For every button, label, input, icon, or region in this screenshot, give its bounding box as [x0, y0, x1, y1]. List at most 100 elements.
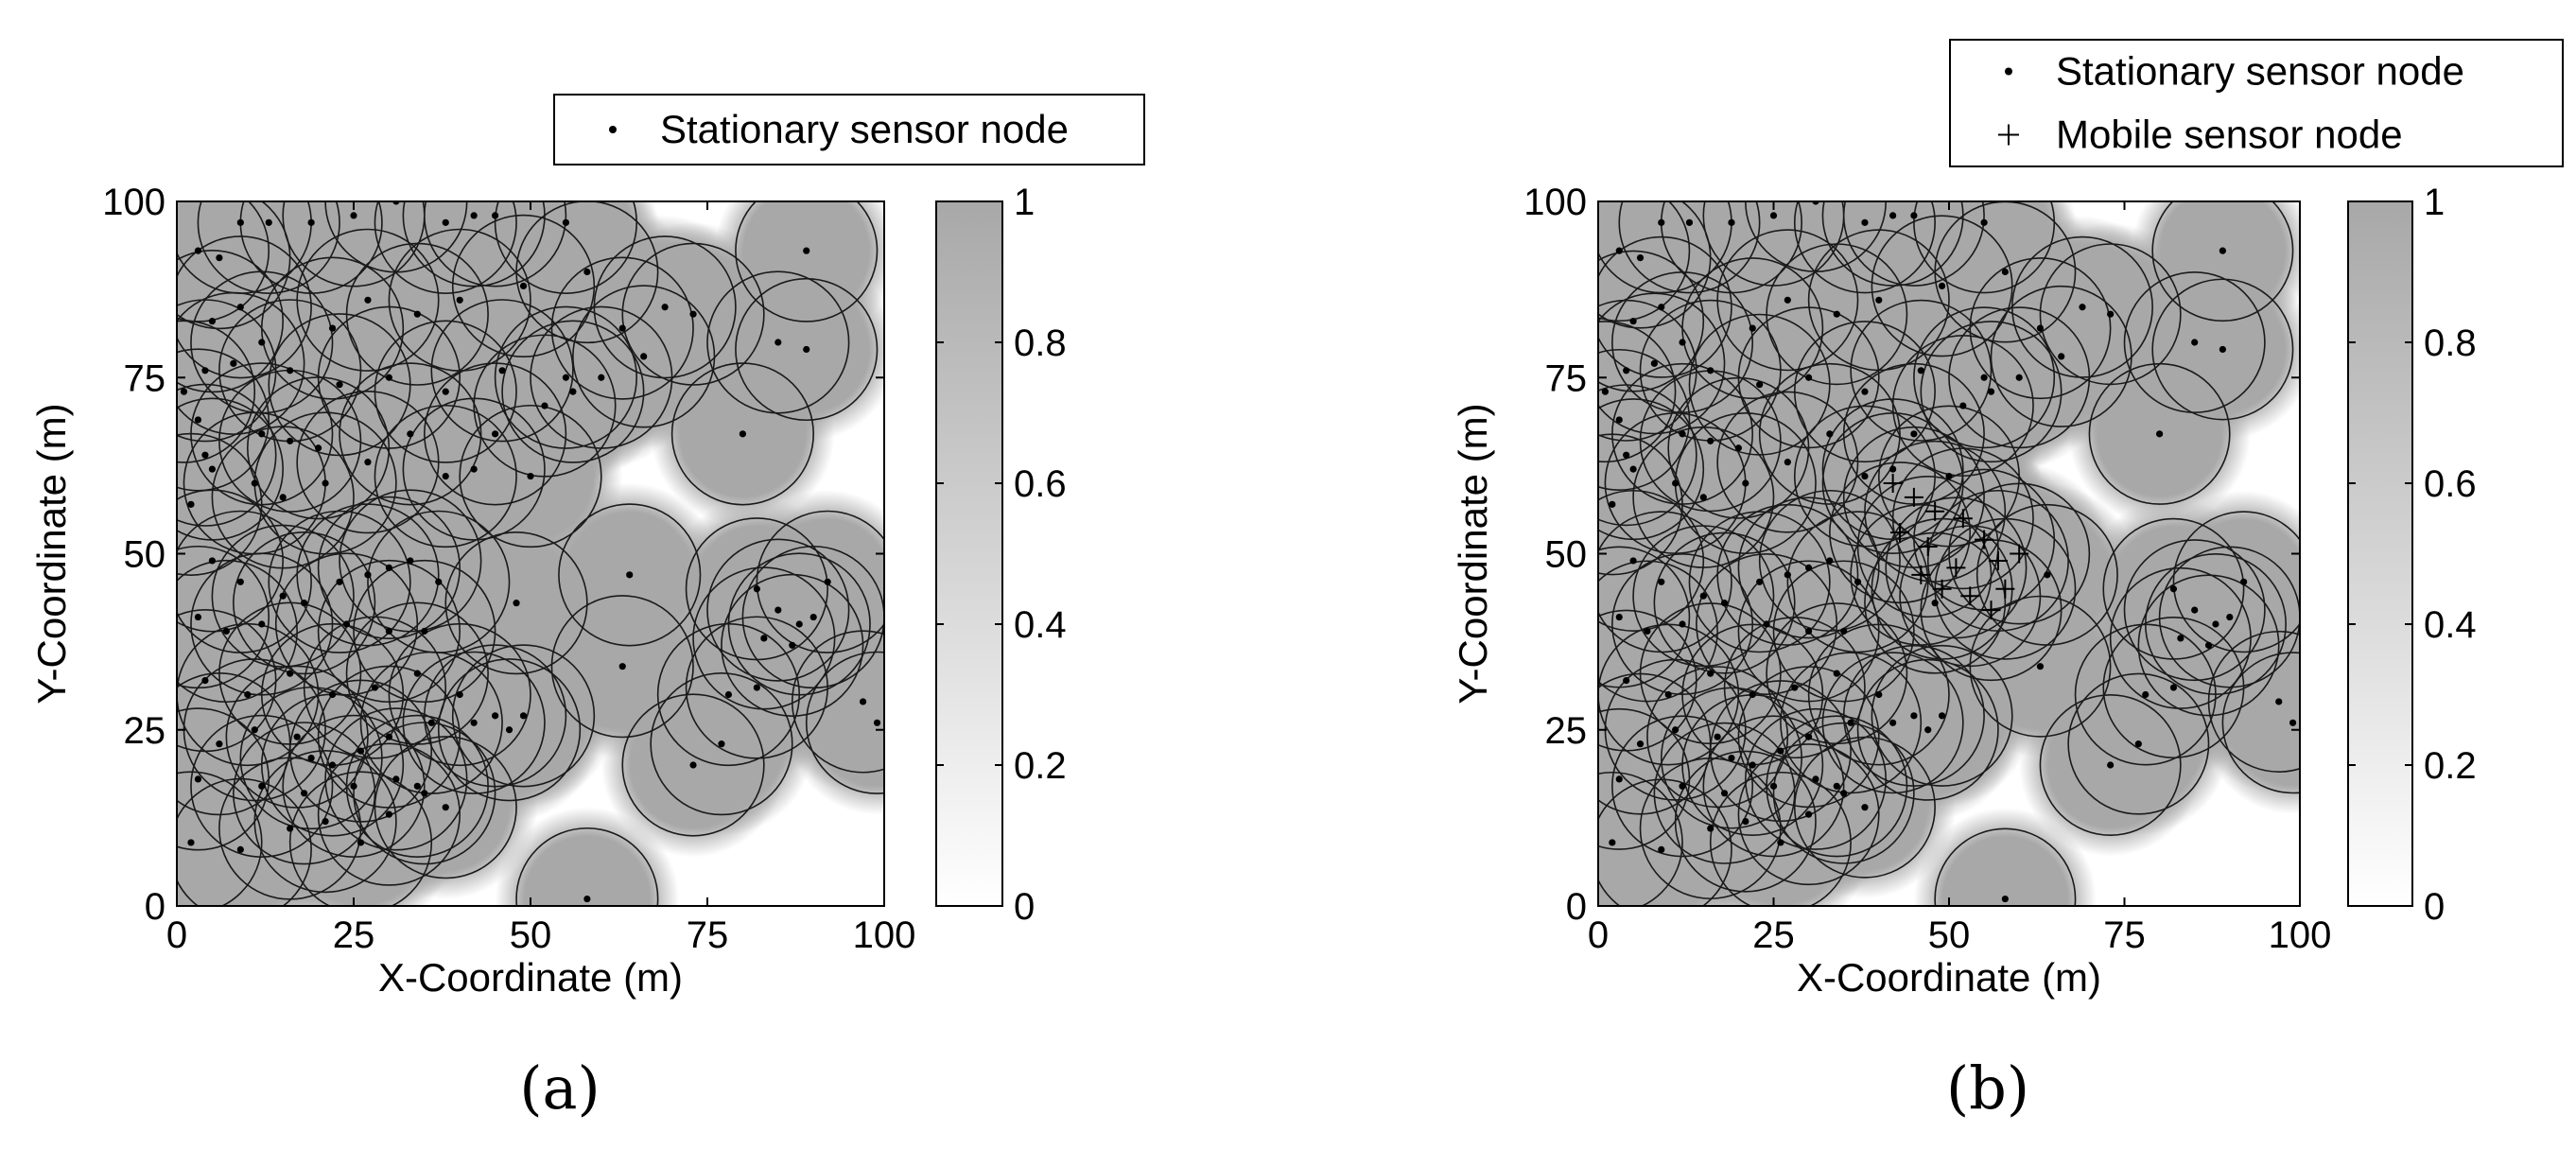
y-tick-label: 0 [1566, 886, 1587, 928]
sensing-circle [735, 277, 879, 422]
colorbar-tick-label: 0 [1014, 886, 1035, 928]
sensing-circle [288, 771, 433, 906]
stationary-sensor-node [470, 719, 478, 726]
sensing-circle [177, 299, 277, 443]
sensing-circle [1899, 525, 2042, 668]
mobile-sensor-node [1904, 487, 1923, 507]
y-axis-label: Y-Coordinate (m) [29, 403, 74, 704]
sensing-circle [1758, 362, 1901, 505]
stationary-sensor-node [2079, 304, 2086, 311]
stationary-sensor-node [1636, 254, 1645, 262]
sensing-circle [324, 707, 468, 851]
coverage-shade [1913, 808, 2097, 906]
stationary-sensor-node [2058, 353, 2065, 360]
stationary-sensor-node [1749, 761, 1756, 769]
stationary-sensor-node [364, 571, 372, 579]
y-tick-label: 50 [124, 534, 166, 576]
stationary-sensor-node [413, 782, 421, 790]
stationary-sensor-node [265, 218, 272, 226]
stationary-sensor-node [307, 754, 315, 762]
stationary-sensor-node [216, 254, 223, 262]
stationary-sensor-node [1861, 218, 1869, 226]
stationary-sensor-node [357, 747, 365, 755]
sensing-circle [656, 622, 801, 767]
stationary-sensor-node [1728, 218, 1735, 226]
stationary-sensor-node [216, 740, 223, 748]
stationary-sensor-node [364, 296, 372, 304]
sensing-circle [1674, 750, 1817, 893]
stationary-sensor-node [2219, 345, 2226, 354]
stationary-sensor-node [357, 839, 365, 846]
sensing-circle [177, 383, 277, 527]
sensing-circle [402, 397, 546, 541]
stationary-sensor-node [456, 296, 463, 304]
stationary-sensor-node [442, 472, 449, 480]
stationary-sensor-node [236, 845, 244, 854]
stationary-sensor-node [2177, 635, 2184, 642]
sensing-circle [1793, 736, 1936, 879]
sensing-circle [1766, 602, 1908, 745]
stationary-sensor-node [492, 430, 499, 438]
colorbar-tick-label: 1 [1014, 182, 1035, 223]
stationary-sensor-node [2044, 571, 2051, 579]
stationary-sensor-node [505, 726, 513, 734]
sensing-circle [374, 736, 517, 879]
stationary-sensor-node [194, 613, 202, 621]
stationary-sensor-node [251, 726, 258, 734]
sensing-circle [494, 201, 637, 294]
stationary-sensor-node [1615, 613, 1623, 621]
stationary-sensor-node [201, 451, 209, 459]
stationary-sensor-node [350, 212, 357, 219]
mobile-sensor-node [1890, 523, 1910, 543]
sensing-circle [444, 531, 588, 675]
stationary-sensor-node [583, 895, 591, 903]
sensing-circle [359, 651, 503, 794]
sensing-circle [430, 299, 574, 443]
sensing-circle [515, 201, 659, 344]
panel-label: (a) [519, 1053, 600, 1123]
mobile-sensor-node [1960, 586, 1980, 606]
sensing-circle [756, 510, 884, 653]
sensing-circle [621, 242, 765, 386]
mobile-sensor-node [1988, 550, 2008, 570]
stationary-sensor-node [2134, 740, 2142, 748]
stationary-sensor-node [1629, 318, 1637, 325]
stationary-sensor-node [513, 600, 520, 607]
sensing-circle [1660, 687, 1802, 829]
sensing-circle [177, 235, 312, 379]
sensing-circle [1702, 715, 1845, 858]
x-tick-label: 50 [510, 914, 552, 956]
sensing-circle [1821, 652, 1964, 794]
sensing-circle [558, 503, 702, 647]
stationary-sensor-node [1615, 775, 1623, 783]
sensing-circle [2039, 693, 2182, 836]
stationary-sensor-node [322, 818, 329, 826]
stationary-sensor-node [1658, 845, 1665, 854]
x-tick-label: 100 [853, 914, 916, 956]
sensing-circle [177, 489, 284, 633]
sensing-circle [2123, 539, 2266, 682]
stationary-sensor-node [1623, 451, 1630, 459]
sensing-circle [459, 404, 602, 548]
sensing-circle [1842, 201, 1985, 287]
stationary-sensor-node [307, 218, 315, 226]
stationary-sensor-node [527, 472, 534, 480]
stationary-sensor-node [1679, 430, 1686, 438]
sensing-circle [1842, 426, 1985, 568]
stationary-sensor-node [2240, 578, 2248, 585]
stationary-sensor-node [1601, 388, 1610, 395]
stationary-sensor-node [1658, 304, 1665, 311]
mobile-sensor-node [1975, 530, 1994, 549]
x-axis-label: X-Coordinate (m) [1797, 955, 2101, 1000]
sensing-circle [1598, 489, 1705, 632]
colorbar-tick-label: 1 [2424, 182, 2445, 223]
stationary-sensor-node [2191, 339, 2199, 346]
x-tick-label: 0 [166, 914, 187, 956]
stationary-sensor-node [385, 810, 392, 818]
stationary-sensor-node [2191, 606, 2199, 614]
stationary-sensor-node [775, 606, 782, 614]
sensing-circle [1737, 743, 1880, 886]
sensing-circle [2158, 546, 2300, 688]
stationary-sensor-node [315, 444, 322, 452]
stationary-sensor-node [492, 212, 499, 219]
